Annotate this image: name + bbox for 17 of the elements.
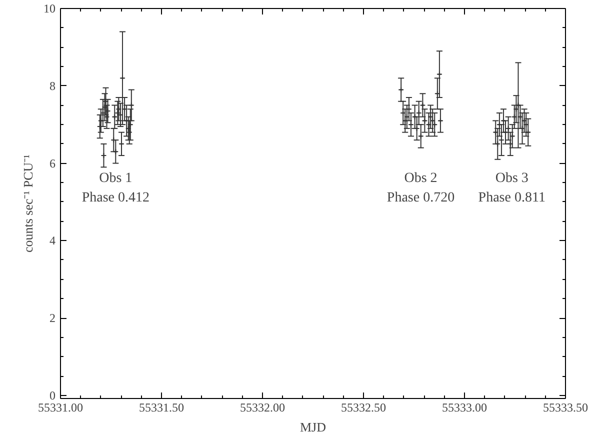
y-tick-label: 10 xyxy=(44,2,56,16)
x-tick-label: 55333.00 xyxy=(442,400,487,414)
y-tick-label: 0 xyxy=(50,388,56,402)
annotation: Obs 3 Phase 0.811 xyxy=(478,171,546,206)
annotation: Obs 2 Phase 0.720 xyxy=(386,171,455,206)
x-tick-label: 55332.50 xyxy=(341,400,386,414)
annotation: Obs 1 Phase 0.412 xyxy=(82,171,150,206)
x-tick-label: 55333.50 xyxy=(543,400,588,414)
y-tick-label: 6 xyxy=(50,156,56,170)
y-axis-title: counts sec⁻¹ PCU⁻¹ xyxy=(20,154,36,253)
x-axis-title: MJD xyxy=(300,420,326,434)
x-tick-label: 55331.00 xyxy=(38,400,83,414)
y-tick-label: 2 xyxy=(50,311,56,326)
y-tick-label: 4 xyxy=(50,234,56,248)
x-tick-label: 55331.50 xyxy=(139,400,184,414)
y-tick-label: 8 xyxy=(50,78,56,93)
x-tick-label: 55332.00 xyxy=(240,400,285,414)
